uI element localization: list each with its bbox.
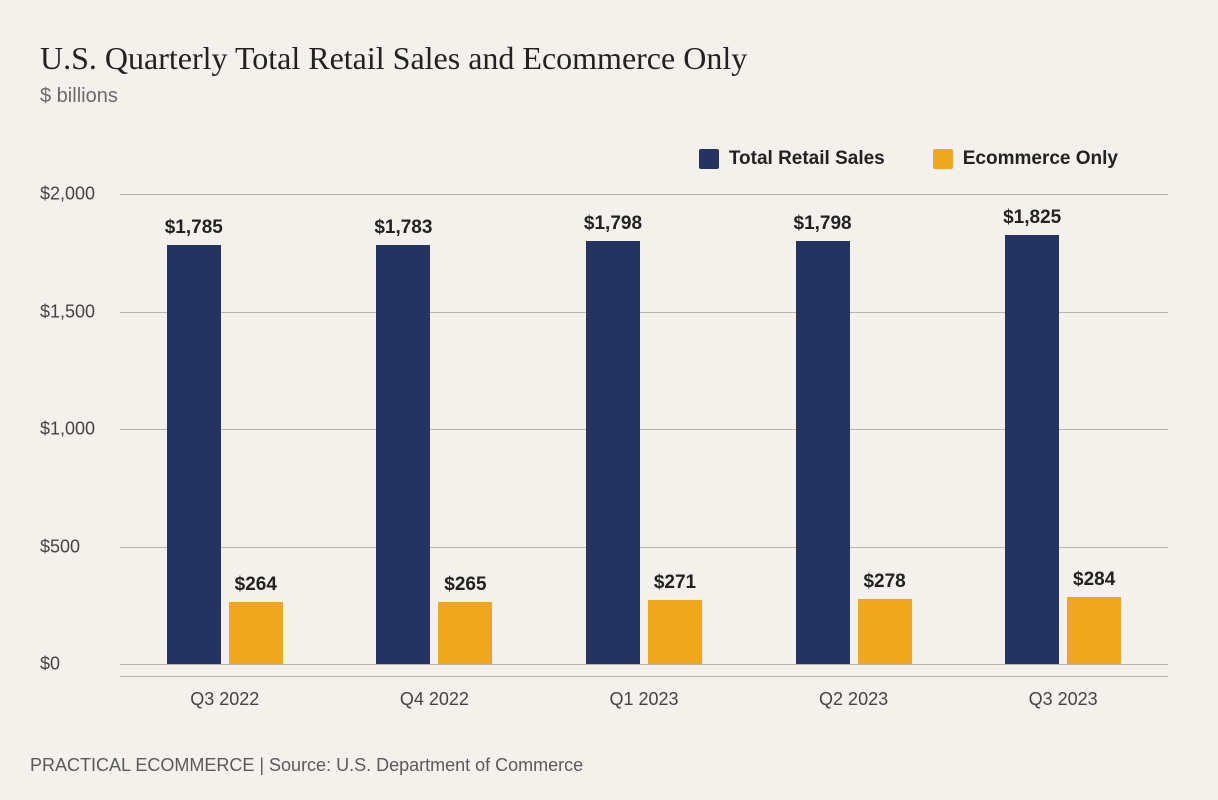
y-tick-label: $1,500 [40,301,110,322]
bar-value-label: $278 [863,571,905,593]
bar-ecommerce: $265 [438,602,492,664]
bar-group: $1,783$265 [330,194,540,664]
bars: $1,785$264$1,783$265$1,798$271$1,798$278… [120,194,1168,664]
bar-total: $1,785 [167,245,221,664]
chart-subtitle: $ billions [40,85,1178,108]
bar-value-label: $1,783 [374,217,432,239]
gridline [120,664,1168,665]
x-axis: Q3 2022Q4 2022Q1 2023Q2 2023Q3 2023 [120,676,1168,710]
y-tick-label: $0 [40,654,110,675]
legend-item-ecommerce: Ecommerce Only [933,148,1118,170]
bar-value-label: $284 [1073,569,1115,591]
bar-total: $1,798 [586,241,640,664]
bar-value-label: $271 [654,572,696,594]
legend-label-ecommerce: Ecommerce Only [963,148,1118,170]
bar-value-label: $265 [444,574,486,596]
y-axis: $0$500$1,000$1,500$2,000 [40,194,110,664]
x-tick-label: Q3 2022 [120,677,330,710]
legend-item-total: Total Retail Sales [699,148,885,170]
chart-footer: PRACTICAL ECOMMERCE | Source: U.S. Depar… [30,755,583,776]
x-tick-label: Q4 2022 [330,677,540,710]
plot-area: $0$500$1,000$1,500$2,000 $1,785$264$1,78… [40,194,1178,664]
chart-container: U.S. Quarterly Total Retail Sales and Ec… [0,0,1218,800]
bar-value-label: $1,798 [794,213,852,235]
bar-total: $1,798 [796,241,850,664]
bar-group: $1,798$278 [749,194,959,664]
bar-value-label: $1,825 [1003,207,1061,229]
x-tick-label: Q1 2023 [539,677,749,710]
bar-ecommerce: $264 [229,602,283,664]
y-tick-label: $500 [40,536,110,557]
bar-total: $1,783 [376,245,430,664]
chart-title: U.S. Quarterly Total Retail Sales and Ec… [40,40,1178,77]
bar-ecommerce: $284 [1067,597,1121,664]
bar-group: $1,785$264 [120,194,330,664]
x-tick-label: Q3 2023 [958,677,1168,710]
bar-group: $1,798$271 [539,194,749,664]
bar-total: $1,825 [1005,235,1059,664]
bar-value-label: $1,785 [165,217,223,239]
bar-value-label: $264 [235,574,277,596]
legend-swatch-ecommerce [933,149,953,169]
bar-ecommerce: $271 [648,600,702,664]
y-tick-label: $2,000 [40,184,110,205]
bar-group: $1,825$284 [958,194,1168,664]
y-tick-label: $1,000 [40,419,110,440]
legend-label-total: Total Retail Sales [729,148,885,170]
legend-swatch-total [699,149,719,169]
legend: Total Retail Sales Ecommerce Only [40,148,1178,170]
bar-ecommerce: $278 [858,599,912,664]
x-tick-label: Q2 2023 [749,677,959,710]
bar-value-label: $1,798 [584,213,642,235]
